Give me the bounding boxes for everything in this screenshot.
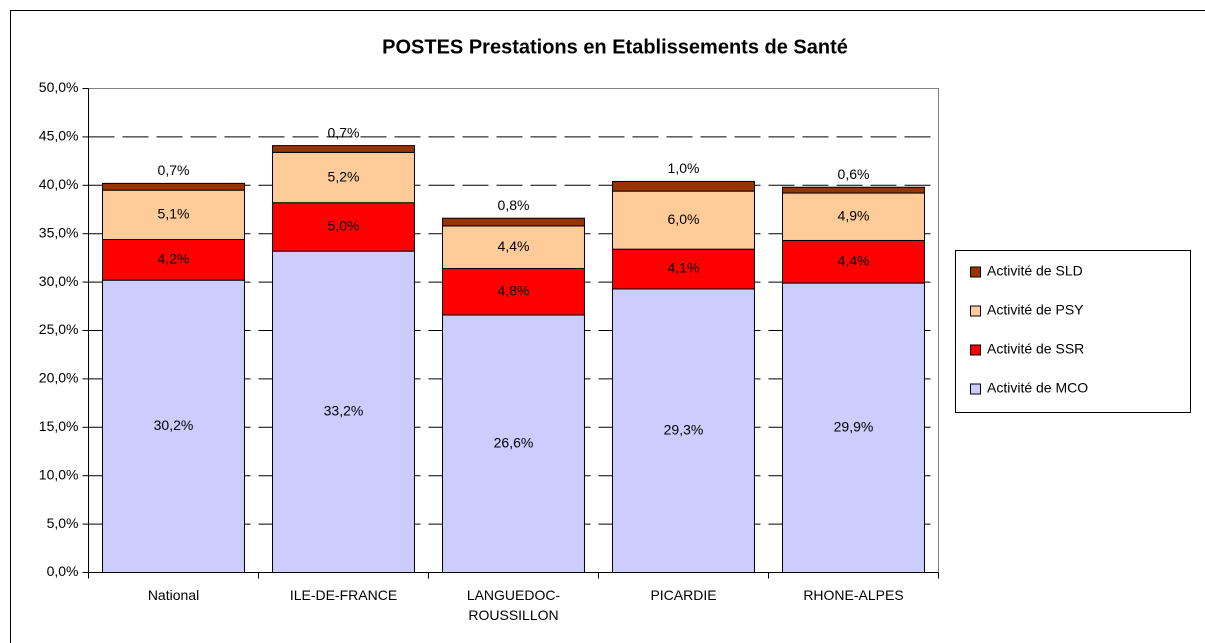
bar-segment — [102, 239, 245, 281]
legend-swatch — [970, 266, 981, 278]
y-tick-label: 45,0% — [39, 128, 79, 144]
data-label: 4,2% — [158, 251, 190, 267]
bar-segment — [442, 225, 585, 270]
data-label: 5,1% — [158, 206, 190, 222]
data-label: 29,9% — [834, 418, 874, 434]
x-tick-label: National — [147, 586, 200, 603]
y-tick-label: 40,0% — [39, 176, 79, 192]
bar-segment — [102, 182, 245, 191]
y-tick-label: 15,0% — [39, 418, 79, 434]
y-tick-label: 50,0% — [39, 79, 79, 95]
y-tick-label: 0,0% — [47, 563, 79, 579]
bar-segment — [612, 180, 755, 192]
bar-segment — [442, 217, 585, 227]
data-label: 33,2% — [324, 403, 364, 419]
data-label: 4,1% — [668, 260, 700, 276]
data-label: 4,4% — [838, 252, 870, 268]
data-label: 0,8% — [498, 197, 530, 213]
bar-segment — [442, 268, 585, 316]
y-tick-label: 20,0% — [39, 370, 79, 386]
legend-label: Activité de PSY — [987, 302, 1084, 318]
bar-segment — [782, 282, 925, 573]
data-label: 26,6% — [494, 434, 534, 450]
data-label: 4,4% — [498, 238, 530, 254]
legend-label: Activité de MCO — [987, 380, 1088, 396]
legend-swatch — [970, 383, 981, 395]
data-label: 1,0% — [668, 160, 700, 176]
y-tick-label: 30,0% — [39, 273, 79, 289]
bar-segment — [272, 250, 415, 573]
y-tick-label: 10,0% — [39, 466, 79, 482]
x-tick-label: LANGUEDOC-ROUSSILLON — [466, 586, 561, 623]
legend-label: Activité de SSR — [987, 341, 1084, 357]
data-label: 5,2% — [328, 168, 360, 184]
bar-segment — [612, 288, 755, 573]
data-label: 0,6% — [838, 166, 870, 182]
x-tick-label: PICARDIE — [650, 586, 717, 603]
bar-segment — [272, 151, 415, 204]
y-tick-label: 25,0% — [39, 321, 79, 337]
bar-segment — [102, 279, 245, 573]
x-tick-label: ILE-DE-FRANCE — [289, 586, 398, 603]
data-label: 30,2% — [154, 417, 194, 433]
legend-label: Activité de SLD — [987, 263, 1083, 279]
bar-segment — [782, 192, 925, 241]
chart-title: POSTES Prestations en Etablissements de … — [382, 36, 848, 58]
data-label: 29,3% — [664, 421, 704, 437]
data-label: 4,8% — [498, 282, 530, 298]
bar-segment — [782, 186, 925, 194]
data-label: 0,7% — [158, 162, 190, 178]
data-label: 5,0% — [328, 218, 360, 234]
y-tick-label: 5,0% — [47, 515, 79, 531]
data-label: 0,7% — [328, 124, 360, 140]
data-label: 4,9% — [838, 207, 870, 223]
bar-segment — [442, 314, 585, 573]
bar-segment — [272, 145, 415, 153]
y-tick-label: 35,0% — [39, 224, 79, 240]
bar-segment — [102, 189, 245, 241]
legend-swatch — [970, 344, 981, 356]
bar-segment — [272, 202, 415, 252]
legend — [955, 250, 1191, 413]
bar-segment — [612, 248, 755, 290]
legend-swatch — [970, 305, 981, 317]
bar-segment — [612, 190, 755, 250]
bar-segment — [782, 239, 925, 284]
data-label: 6,0% — [668, 211, 700, 227]
x-tick-label: RHONE-ALPES — [803, 586, 904, 603]
